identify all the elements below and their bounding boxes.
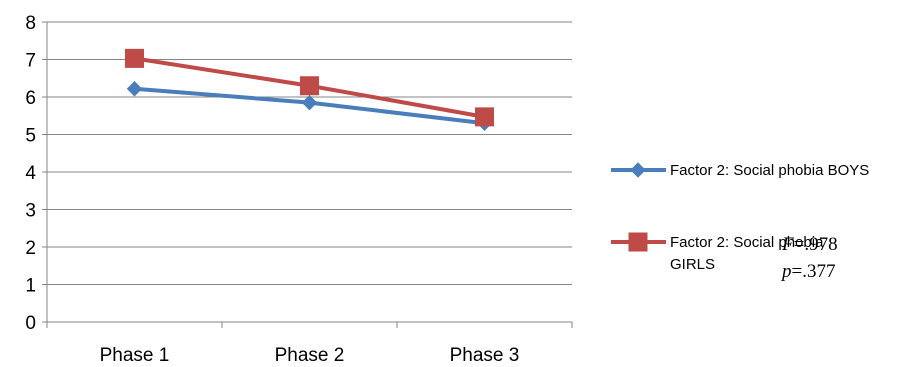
- y-tick-label: 6: [25, 88, 36, 109]
- y-tick-label: 8: [25, 13, 36, 34]
- y-tick-label: 2: [25, 238, 36, 259]
- series-girls: [125, 48, 494, 127]
- data-point: [475, 107, 494, 127]
- legend-item: Factor 2: Social phobia BOYS: [611, 162, 869, 179]
- legend: Factor 2: Social phobia BOYS Factor 2: So…: [611, 162, 869, 273]
- legend-label: Factor 2: Social phobia BOYS: [670, 162, 869, 179]
- x-tick-label: Phase 1: [100, 345, 170, 366]
- x-tick-labels: Phase 1 Phase 2 Phase 3: [100, 345, 520, 366]
- p-value: p=.377: [780, 261, 835, 282]
- data-point: [300, 76, 319, 96]
- data-point: [126, 81, 143, 97]
- legend-marker: [630, 162, 646, 178]
- data-point: [125, 48, 144, 68]
- legend-item: Factor 2: Social phobia GIRLS: [611, 232, 824, 273]
- legend-marker: [628, 232, 648, 252]
- x-tick-label: Phase 2: [275, 345, 345, 366]
- f-statistic: F=.978: [781, 234, 838, 255]
- axes: [42, 21, 573, 328]
- y-tick-label: 3: [25, 201, 36, 222]
- series-lines: [125, 48, 494, 131]
- legend-label: Factor 2: Social phobia GIRLS: [670, 234, 824, 273]
- y-tick-label: 0: [25, 313, 36, 334]
- y-tick-label: 5: [25, 126, 36, 147]
- y-tick-labels: 0 1 2 3 4 5 6 7 8: [25, 13, 36, 334]
- y-tick-label: 4: [25, 163, 36, 184]
- data-point: [301, 94, 318, 111]
- y-tick-label: 1: [25, 276, 36, 297]
- y-tick-label: 7: [25, 51, 36, 72]
- x-tick-label: Phase 3: [450, 345, 520, 366]
